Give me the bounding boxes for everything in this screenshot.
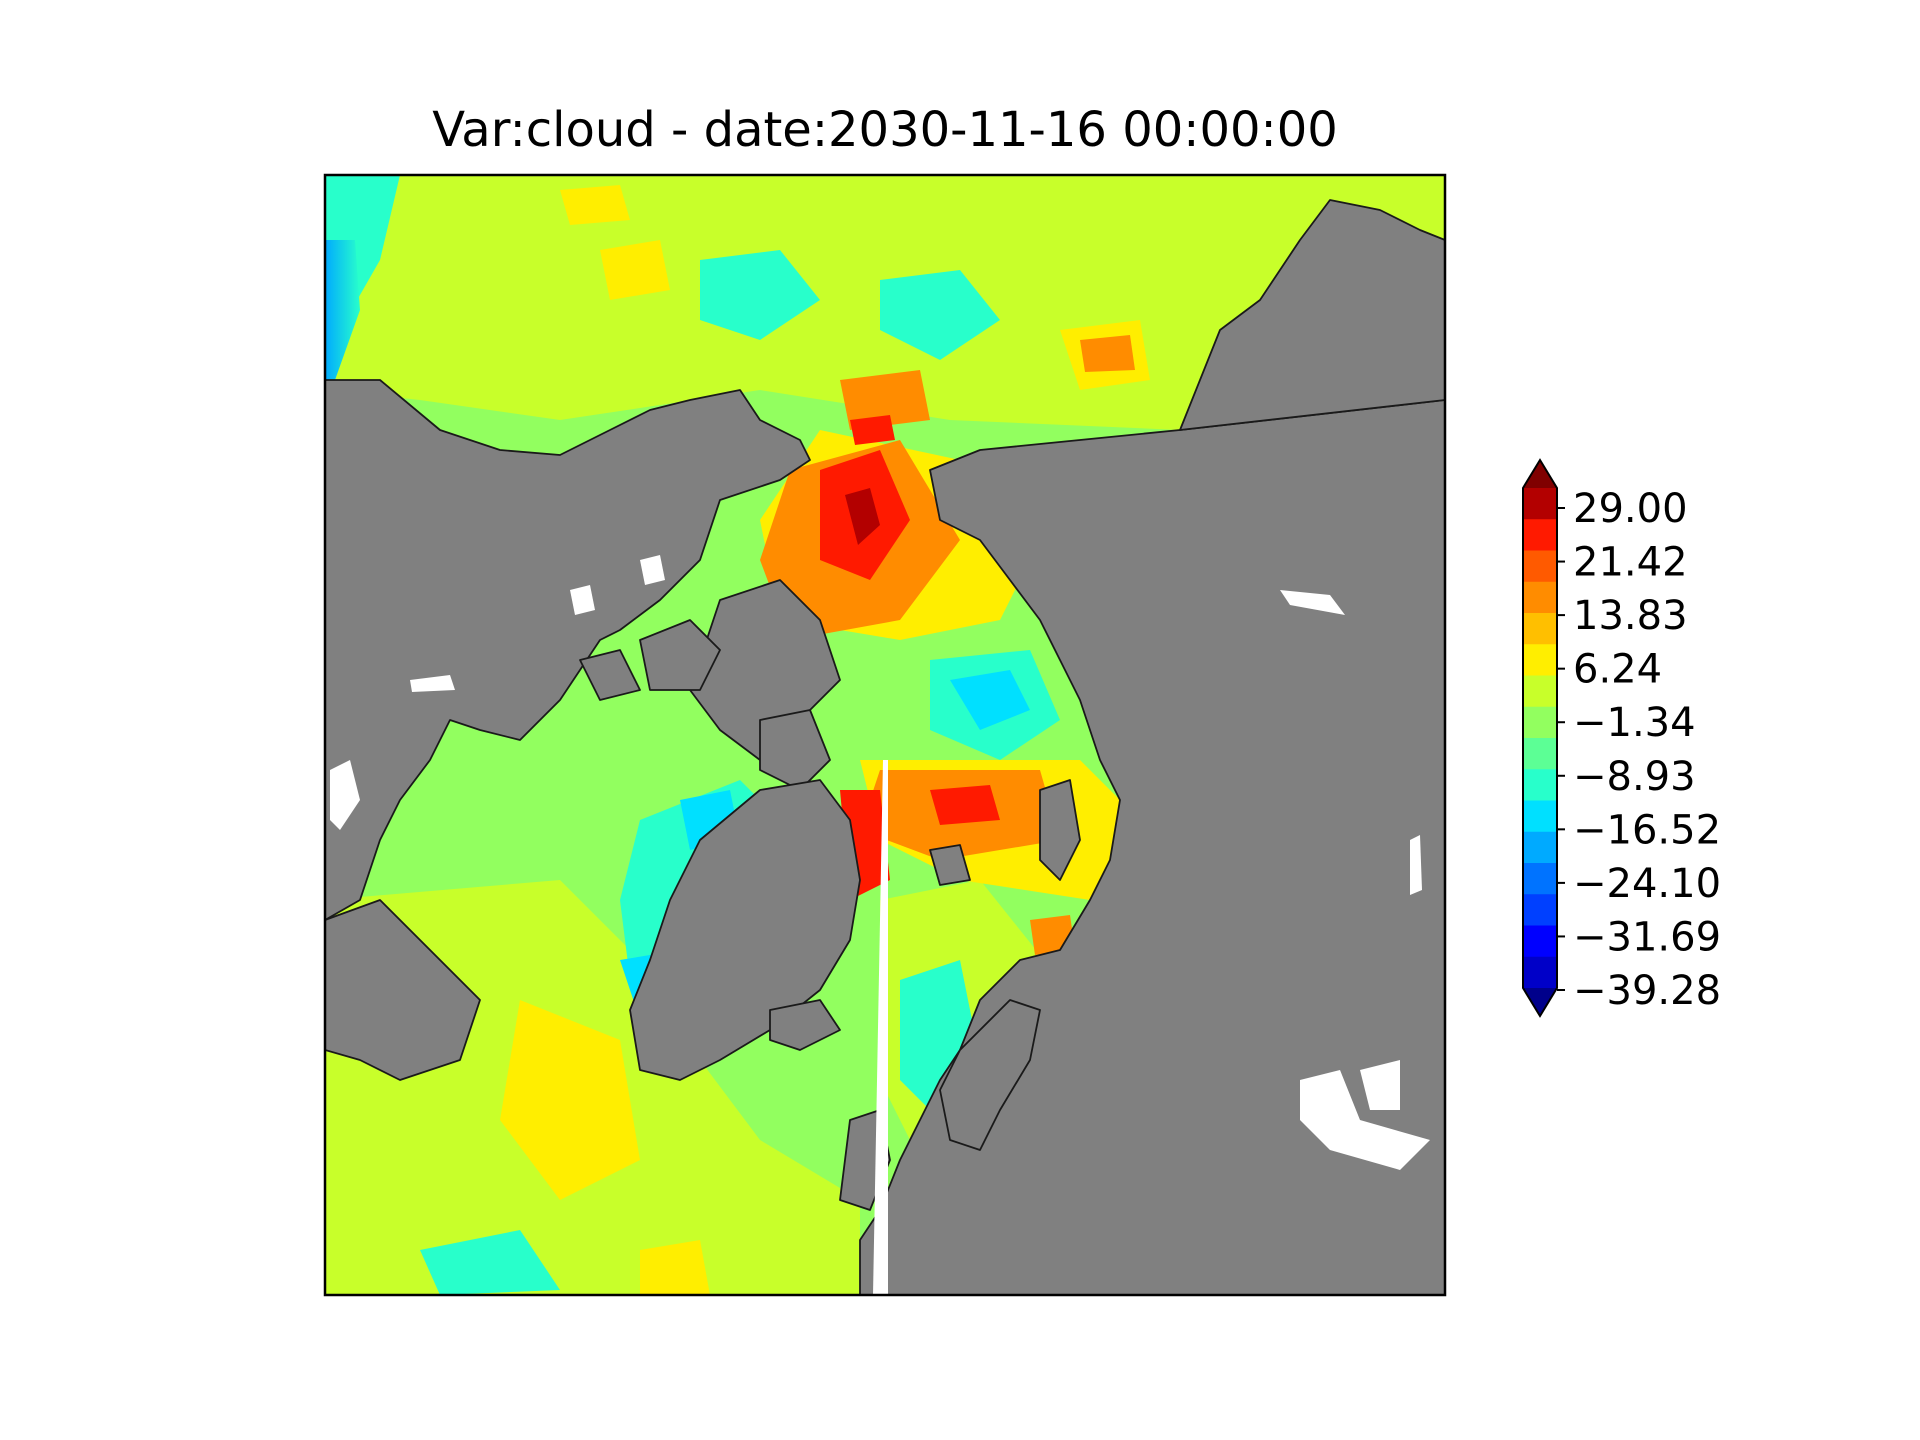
colorbar-segment: [1523, 800, 1557, 833]
colorbar-segment: [1523, 894, 1557, 927]
colorbar: 29.00 21.42 13.83 6.24 −1.34 −8.93 −16.52 −24.1…: [1522, 458, 1721, 1018]
land-chukotka: [1179, 199, 1445, 431]
colorbar-segment: [1523, 925, 1557, 958]
land-scandinavia: [939, 999, 1041, 1151]
colorbar-segment: [1523, 488, 1557, 520]
missing-data-seam: [873, 760, 888, 1295]
colorbar-segment: [1523, 706, 1557, 739]
colorbar-tick-label: 6.24: [1573, 647, 1662, 693]
colorbar-segment: [1523, 956, 1557, 989]
colorbar-segment: [1523, 644, 1557, 677]
colorbar-extend-max: [1523, 460, 1557, 488]
colorbar-tick-label: 29.00: [1573, 486, 1688, 532]
field-blue-corner: [325, 240, 360, 380]
colorbar-segment: [1523, 675, 1557, 708]
colorbar-tick-label: −16.52: [1573, 807, 1721, 853]
colorbar-tick-label: 21.42: [1573, 540, 1688, 586]
lakes: [330, 555, 1430, 1170]
colorbar-outline: [1522, 458, 1558, 1018]
colorbar-tick-label: −1.34: [1573, 700, 1696, 746]
colorbar-segment: [1523, 769, 1557, 802]
map-panel: [325, 175, 1445, 1295]
map-title: Var:cloud - date:2030-11-16 00:00:00: [432, 102, 1338, 158]
colorbar-tick-label: 13.83: [1573, 593, 1688, 639]
land-victoria: [639, 619, 721, 691]
land-banks: [579, 649, 641, 701]
colorbar-tick-label: −8.93: [1573, 754, 1696, 800]
field-darkred: [845, 488, 880, 545]
land-quebec: [325, 899, 481, 1081]
land-north-america: [325, 379, 811, 921]
land-masses: [325, 199, 1445, 1295]
colorbar-tick-label: −31.69: [1573, 914, 1721, 960]
colorbar-tick-label: −24.10: [1573, 861, 1721, 907]
colorbar-segment: [1523, 519, 1557, 552]
colorbar-tick-label: −39.28: [1573, 968, 1721, 1014]
colorbar-segment: [1523, 863, 1557, 895]
land-svalbard: [929, 844, 971, 886]
colorbar-segment: [1523, 581, 1557, 614]
colorbar-segment: [1523, 613, 1557, 645]
land-ellesmere: [759, 709, 831, 791]
colorbar-segment: [1523, 831, 1557, 864]
land-novaya-zemlya: [1039, 779, 1081, 881]
map-frame: [323, 173, 1447, 1297]
land-iceland: [769, 999, 841, 1051]
colorbar-extend-min: [1523, 988, 1557, 1016]
colorbar-segment: [1523, 550, 1557, 583]
colorbar-segment: [1523, 738, 1557, 770]
